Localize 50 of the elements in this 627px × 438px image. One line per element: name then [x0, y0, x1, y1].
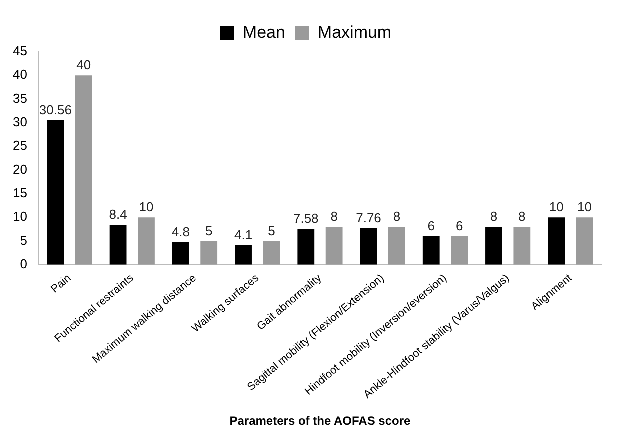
- y-tick-label: 15: [12, 186, 28, 201]
- bar: [326, 227, 343, 265]
- bar: [576, 218, 594, 265]
- y-tick-label: 40: [12, 67, 28, 82]
- data-label: 30.56: [39, 102, 72, 118]
- data-label: 8: [490, 209, 498, 224]
- bar: [388, 227, 406, 265]
- data-label: 8.4: [109, 207, 128, 222]
- bar: [138, 218, 155, 265]
- bar: [298, 229, 315, 265]
- bar: [486, 227, 502, 265]
- y-tick-label: 5: [20, 232, 28, 248]
- bar: [172, 242, 190, 265]
- legend-label: Mean: [242, 23, 286, 42]
- y-tick-label: 20: [12, 162, 28, 177]
- data-label: 40: [76, 58, 92, 73]
- y-tick-label: 10: [12, 209, 28, 224]
- y-tick-label: 30: [12, 114, 28, 130]
- bar: [360, 228, 378, 265]
- bar: [75, 76, 92, 265]
- bar: [110, 225, 127, 265]
- x-tick-label: Pain: [49, 272, 74, 296]
- data-label: 10: [578, 200, 592, 215]
- y-tick-label: 35: [12, 90, 28, 106]
- bar: [200, 241, 218, 265]
- y-tick-label: 0: [20, 256, 28, 272]
- data-label: 7.58: [293, 211, 319, 226]
- data-label: 8: [393, 209, 401, 224]
- bar: [514, 227, 531, 265]
- data-label: 4.1: [234, 228, 253, 243]
- data-label: 10: [139, 200, 154, 215]
- data-label: 8: [518, 209, 526, 224]
- data-label: 6: [456, 218, 464, 234]
- bar: [263, 241, 280, 265]
- data-label: 6: [428, 218, 435, 234]
- bar: [422, 236, 440, 265]
- bar: [451, 236, 468, 265]
- data-label: 8: [330, 209, 338, 224]
- x-axis-title: Parameters of the AOFAS score: [230, 414, 412, 428]
- y-tick-label: 25: [12, 138, 28, 154]
- data-label: 7.76: [356, 210, 382, 226]
- bar: [548, 218, 566, 265]
- data-label: 10: [549, 200, 564, 215]
- data-label: 5: [205, 223, 213, 238]
- legend-label: Maximum: [318, 23, 392, 42]
- y-tick-label: 45: [12, 44, 28, 59]
- bar: [47, 120, 64, 265]
- bar: [235, 245, 252, 265]
- data-label: 4.8: [172, 224, 190, 240]
- data-label: 5: [268, 223, 276, 238]
